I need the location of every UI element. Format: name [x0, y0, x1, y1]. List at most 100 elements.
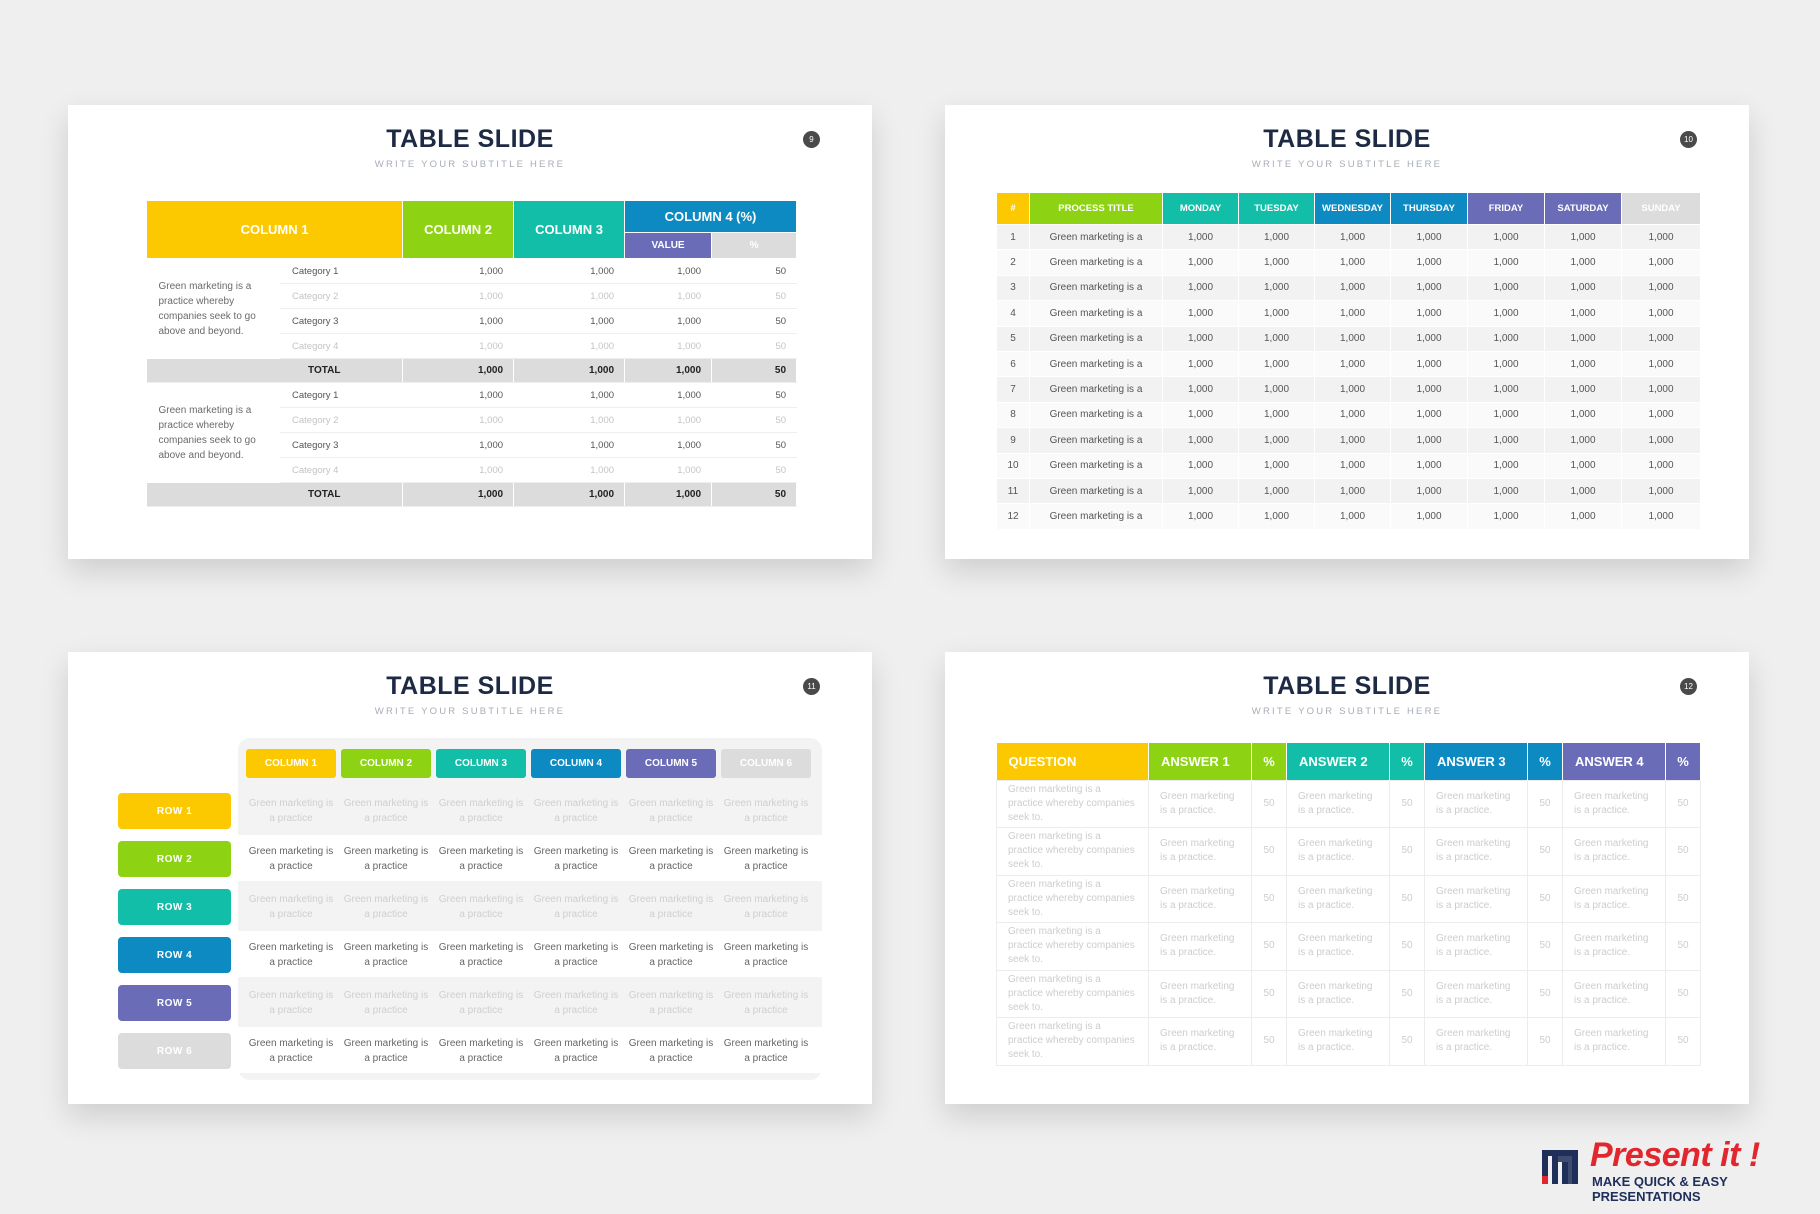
header-column-2: COLUMN 2: [402, 200, 515, 259]
table-row: Green marketing is a practice whereby co…: [146, 258, 798, 359]
header-cell: PROCESS TITLE: [1029, 192, 1163, 225]
column-4-percent: 50: [711, 457, 798, 483]
table-cell: 1,000: [1544, 503, 1622, 530]
table-cell: Green marketing is a: [1029, 325, 1163, 352]
answer-cell: Green marketing is a practice.: [1562, 969, 1666, 1018]
header-cell: %: [1389, 743, 1425, 780]
header-cell: TUESDAY: [1238, 192, 1315, 225]
column-header: COLUMN 6: [721, 749, 811, 778]
table-cell: 1,000: [1621, 401, 1701, 429]
slide-number-badge: 12: [1680, 678, 1697, 695]
table-row: 9 Green marketing is a 1,000 1,000 1,000 1,00…: [996, 427, 1701, 454]
header-cell: %: [1251, 743, 1287, 780]
table-cell: 1,000: [1162, 325, 1239, 352]
table-row: Category 3 1,000 1,000 1,000 50: [147, 308, 798, 334]
table-row: Green marketing is a practice whereby co…: [996, 1017, 1701, 1066]
column-2-value: 1,000: [402, 308, 515, 334]
percent-cell: 50: [1527, 827, 1563, 876]
slide-number-badge: 11: [803, 678, 820, 695]
table-row: 3 Green marketing is a 1,000 1,000 1,000 1,00…: [996, 274, 1701, 302]
present-it-logo: Present it ! MAKE QUICK & EASY PRESENTAT…: [1540, 1136, 1800, 1204]
category-table: COLUMN 1 COLUMN 2 COLUMN 3 COLUMN 4 (%) …: [145, 200, 798, 507]
row-label: ROW 1: [118, 793, 231, 829]
table-cell: 9: [996, 427, 1030, 454]
table-row: 12 Green marketing is a 1,000 1,000 1,000 1,0…: [996, 503, 1701, 530]
table-cell: 1,000: [1390, 427, 1468, 454]
column-3-value: 1,000: [513, 457, 626, 483]
column-4-value: 1,000: [624, 432, 713, 458]
grid-cell: Green marketing is a practice: [628, 846, 714, 872]
total-label: TOTAL: [146, 358, 404, 383]
answer-cell: Green marketing is a practice.: [1286, 1017, 1390, 1066]
table-cell: 1,000: [1238, 300, 1315, 327]
table-cell: 1,000: [1162, 477, 1239, 505]
percent-cell: 50: [1665, 827, 1701, 876]
column-4-percent: 50: [711, 258, 798, 284]
grid-cell: Green marketing is a practice: [723, 894, 809, 920]
header-cell: ANSWER 3: [1424, 743, 1528, 780]
table-row: Green marketing is a practice whereby co…: [996, 827, 1701, 876]
table-cell: 1,000: [1390, 223, 1468, 251]
header-cell: QUESTION: [996, 743, 1149, 780]
table-cell: 1,000: [1390, 350, 1468, 378]
percent-cell: 50: [1527, 969, 1563, 1018]
grid-cell: Green marketing is a practice: [723, 990, 809, 1016]
answer-cell: Green marketing is a practice.: [1148, 1017, 1252, 1066]
table-cell: 1,000: [1621, 300, 1701, 327]
table-cell: 1,000: [1467, 223, 1545, 251]
table-cell: 1,000: [1238, 274, 1315, 302]
table-cell: 1,000: [1238, 427, 1315, 454]
category-label: Category 2: [279, 283, 404, 309]
table-row: 5 Green marketing is a 1,000 1,000 1,000 1,00…: [996, 325, 1701, 352]
table-cell: 1,000: [1238, 452, 1315, 479]
table-cell: 1,000: [1544, 274, 1622, 302]
column-4-percent: 50: [711, 407, 798, 433]
column-2-value: 1,000: [402, 432, 515, 458]
grid-cell: Green marketing is a practice: [723, 798, 809, 824]
slide-number-badge: 10: [1680, 131, 1697, 148]
total-column-4-percent: 50: [711, 358, 798, 383]
group-description: Green marketing is a practice whereby co…: [146, 258, 280, 359]
grid-cell: Green marketing is a practice: [248, 942, 334, 968]
table-row: 1 Green marketing is a 1,000 1,000 1,000 1,00…: [996, 223, 1701, 251]
header-cell: FRIDAY: [1467, 192, 1545, 225]
question-cell: Green marketing is a practice whereby co…: [996, 779, 1149, 828]
grid-cell: Green marketing is a practice: [343, 798, 429, 824]
grid-cell: Green marketing is a practice: [248, 990, 334, 1016]
table-cell: Green marketing is a: [1029, 477, 1163, 505]
table-cell: 1,000: [1467, 452, 1545, 479]
answer-cell: Green marketing is a practice.: [1286, 922, 1390, 971]
group-description: Green marketing is a practice whereby co…: [146, 382, 280, 483]
slide-title: TABLE SLIDE: [1263, 125, 1431, 153]
slide-10: TABLE SLIDE WRITE YOUR SUBTITLE HERE 10 …: [945, 105, 1749, 559]
table-cell: 1,000: [1162, 452, 1239, 479]
table-cell: 1,000: [1467, 427, 1545, 454]
table-cell: 1,000: [1314, 477, 1391, 505]
present-it-logo-icon: [1542, 1150, 1578, 1184]
table-cell: 6: [996, 350, 1030, 378]
total-column-4-value: 1,000: [624, 482, 713, 507]
table-cell: 1,000: [1314, 325, 1391, 352]
answer-cell: Green marketing is a practice.: [1562, 874, 1666, 923]
table-cell: 1,000: [1467, 401, 1545, 429]
table-cell: 1,000: [1544, 376, 1622, 403]
column-2-value: 1,000: [402, 283, 515, 309]
percent-cell: 50: [1527, 1017, 1563, 1066]
answer-cell: Green marketing is a practice.: [1562, 1017, 1666, 1066]
table-cell: 1,000: [1314, 249, 1391, 276]
table-cell: 1,000: [1544, 452, 1622, 479]
header-cell: SATURDAY: [1544, 192, 1622, 225]
table-cell: 1,000: [1238, 249, 1315, 276]
header-cell: %: [1665, 743, 1701, 780]
table-cell: 2: [996, 249, 1030, 276]
table-cell: 1,000: [1621, 503, 1701, 530]
column-2-value: 1,000: [402, 457, 515, 483]
grid-cell: Green marketing is a practice: [343, 846, 429, 872]
header-cell: ANSWER 2: [1286, 743, 1390, 780]
column-2-value: 1,000: [402, 333, 515, 359]
table-cell: 3: [996, 274, 1030, 302]
grid-cell: Green marketing is a practice: [343, 990, 429, 1016]
table-cell: 1,000: [1621, 223, 1701, 251]
grid-cell: Green marketing is a practice: [723, 942, 809, 968]
grid-cell: Green marketing is a practice: [438, 942, 524, 968]
